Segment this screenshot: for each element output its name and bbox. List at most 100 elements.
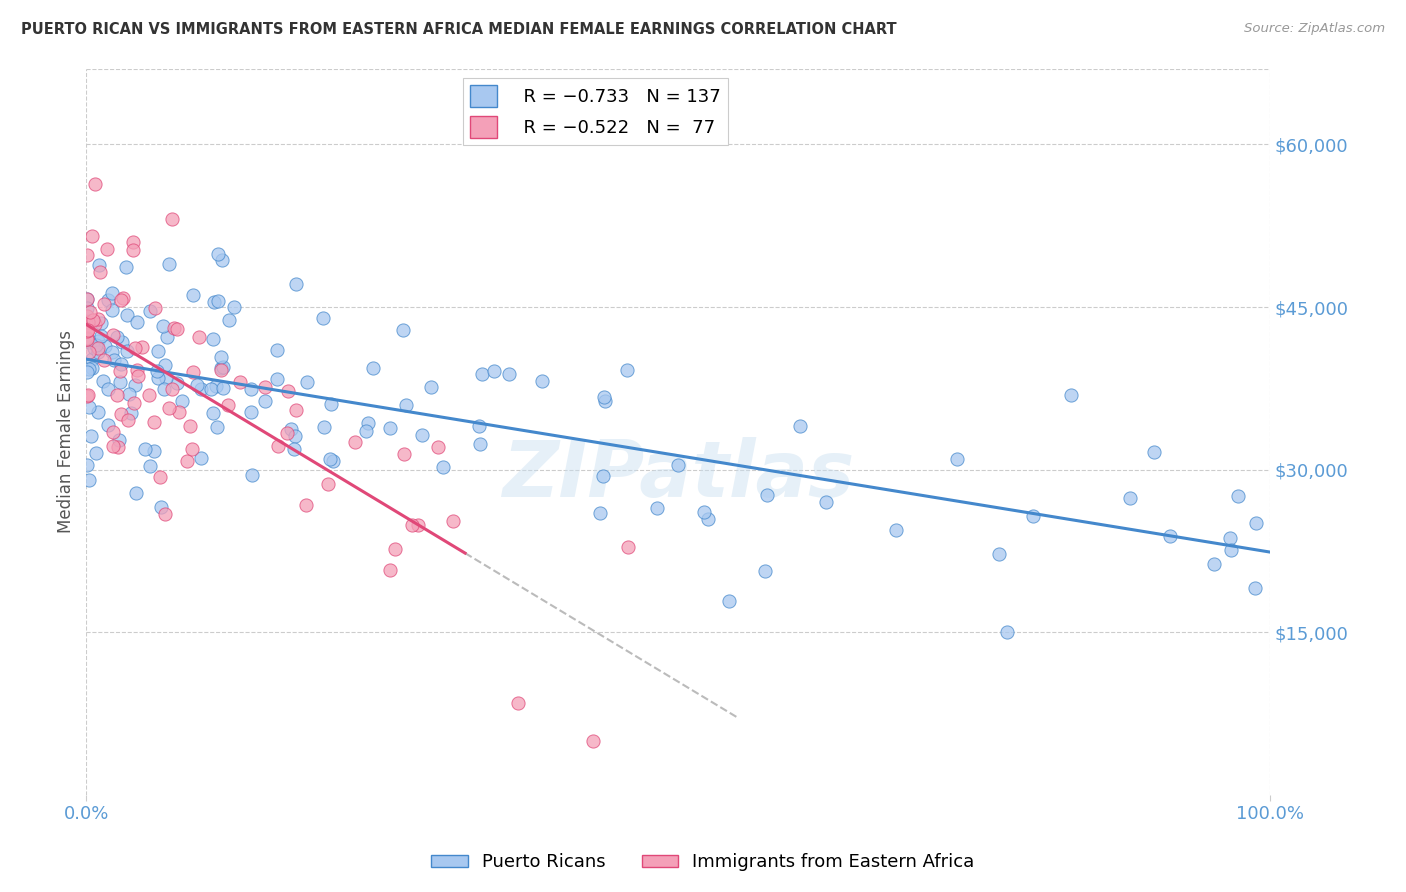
Point (1244, 581, 1267, 595)
Point (139, 304, 162, 318)
Point (76, 330, 98, 344)
Point (76, 292, 98, 306)
Point (419, 380, 441, 394)
Point (84, 318, 107, 332)
Point (172, 393, 194, 408)
Point (718, 593, 741, 607)
Point (283, 442, 305, 456)
Point (284, 277, 307, 292)
Point (280, 422, 302, 436)
Point (815, 495, 838, 509)
Point (697, 512, 720, 526)
Point (122, 235, 145, 250)
Point (411, 428, 433, 442)
Point (97, 417, 120, 432)
Point (1119, 491, 1142, 505)
Point (211, 253, 233, 268)
Point (143, 444, 166, 458)
Point (101, 328, 124, 343)
Point (146, 364, 169, 378)
Point (146, 371, 169, 385)
Point (211, 361, 233, 376)
Point (190, 451, 212, 466)
Point (166, 322, 188, 336)
Point (153, 358, 176, 372)
Point (218, 312, 240, 326)
Point (183, 288, 205, 302)
Point (94, 339, 117, 353)
Point (426, 440, 449, 454)
Point (645, 501, 668, 516)
Point (266, 343, 288, 358)
Point (322, 454, 344, 468)
Point (1021, 508, 1043, 523)
Point (157, 401, 180, 416)
Point (209, 350, 232, 364)
Point (188, 329, 211, 343)
Legend:   R = −0.733   N = 137,   R = −0.522   N =  77: R = −0.733 N = 137, R = −0.522 N = 77 (463, 78, 728, 145)
Point (127, 315, 149, 329)
Point (363, 361, 385, 376)
Point (153, 382, 176, 396)
Point (468, 419, 491, 434)
Point (90, 316, 112, 330)
Point (76, 388, 98, 402)
Point (354, 424, 377, 438)
Point (190, 382, 212, 396)
Point (87, 334, 110, 349)
Point (79, 473, 101, 487)
Point (392, 447, 415, 461)
Point (212, 360, 235, 375)
Point (316, 477, 339, 491)
Point (988, 547, 1011, 561)
Point (1059, 388, 1081, 402)
Point (395, 398, 418, 412)
Point (267, 439, 290, 453)
Point (79, 429, 101, 443)
Point (96, 242, 118, 256)
Point (87, 258, 110, 272)
Point (205, 378, 228, 392)
Point (1219, 543, 1241, 558)
Point (153, 508, 176, 522)
Point (294, 498, 316, 512)
Point (163, 321, 186, 335)
Point (124, 341, 146, 355)
Point (152, 319, 174, 334)
Point (209, 363, 232, 377)
Text: PUERTO RICAN VS IMMIGRANTS FROM EASTERN AFRICA MEDIAN FEMALE EARNINGS CORRELATIO: PUERTO RICAN VS IMMIGRANTS FROM EASTERN … (21, 22, 897, 37)
Point (179, 418, 201, 433)
Point (87, 345, 110, 359)
Point (101, 425, 124, 439)
Point (468, 436, 491, 450)
Point (124, 378, 146, 392)
Point (76, 292, 98, 306)
Point (84, 178, 107, 192)
Point (77, 362, 100, 376)
Point (229, 375, 252, 389)
Point (789, 419, 811, 434)
Point (593, 390, 616, 404)
Point (592, 469, 614, 483)
Point (378, 421, 401, 435)
Point (84, 338, 107, 352)
Point (946, 451, 969, 466)
Point (595, 393, 617, 408)
Point (357, 416, 380, 430)
Point (1219, 531, 1241, 545)
Point (202, 332, 225, 346)
Point (82, 361, 104, 376)
Point (1226, 489, 1249, 503)
Point (118, 387, 141, 401)
Point (384, 542, 406, 557)
Point (105, 330, 128, 344)
Point (1143, 444, 1166, 458)
Point (115, 260, 138, 274)
Point (103, 352, 125, 367)
Point (143, 415, 166, 429)
Point (82, 313, 104, 327)
Point (471, 367, 494, 381)
Point (134, 442, 156, 456)
Point (127, 362, 149, 376)
Point (240, 468, 263, 483)
